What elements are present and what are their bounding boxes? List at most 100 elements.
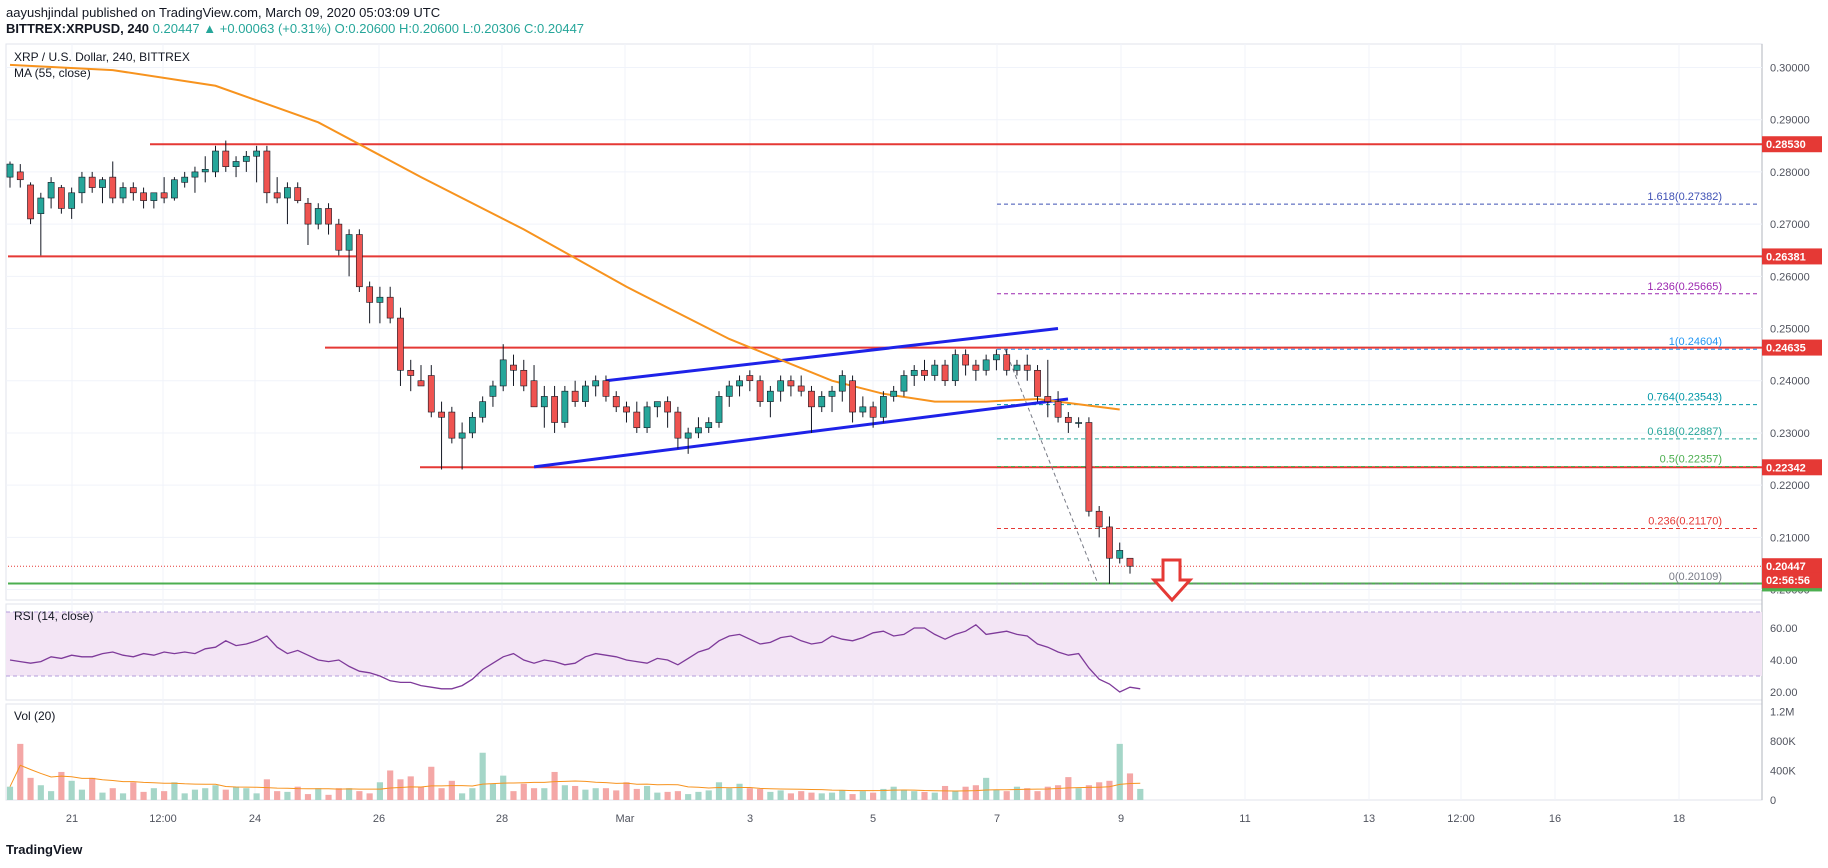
volume-bar (633, 788, 640, 800)
candle (284, 182, 291, 225)
volume-bar (859, 791, 866, 800)
candle-body (941, 364, 949, 382)
ascending-channel (533, 327, 1069, 469)
candle-body (787, 380, 795, 387)
volume-bar (757, 788, 764, 800)
candle-body (828, 390, 836, 397)
candle-body (520, 369, 528, 387)
volume-bar (253, 793, 260, 800)
volume-bar (726, 788, 733, 800)
volume-bar (1003, 791, 1010, 800)
y-tick-label: 0.26000 (1770, 271, 1810, 283)
candle (397, 307, 404, 386)
candle-body (1095, 510, 1103, 528)
fib-label: 0.5(0.22357) (1660, 454, 1722, 466)
candle-body (294, 187, 302, 201)
candle (1013, 359, 1021, 376)
volume-bar (459, 793, 466, 800)
volume-bar (37, 785, 44, 800)
volume-bar (140, 791, 147, 800)
volume-bar (191, 789, 199, 800)
candle-body (859, 406, 867, 413)
candle-body (736, 380, 743, 387)
candle (571, 380, 579, 407)
candle-body (314, 208, 322, 225)
y-axis: 0.200000.210000.220000.230000.240000.250… (6, 62, 1810, 597)
x-tick-label: 13 (1363, 813, 1375, 825)
candle-body (510, 364, 517, 371)
candle (1126, 557, 1134, 574)
tradingview-logo[interactable]: TradingView (6, 842, 82, 857)
candle-body (808, 390, 815, 408)
rsi-tick-label: 60.00 (1770, 623, 1798, 635)
candle (756, 375, 764, 407)
candle (304, 198, 312, 245)
fib-label: 1(0.24604) (1669, 336, 1722, 348)
author-name[interactable]: aayushjindal (6, 5, 79, 20)
candle-body (653, 401, 661, 408)
candle (602, 375, 610, 402)
candle (766, 385, 774, 418)
volume-bar (777, 790, 784, 800)
x-tick-label: 18 (1673, 813, 1685, 825)
volume-bar (222, 789, 229, 800)
volume-bar (839, 790, 846, 800)
chart-header: aayushjindal published on TradingView.co… (0, 0, 1828, 42)
candle (78, 171, 86, 204)
candle (808, 385, 815, 433)
candle (664, 396, 671, 428)
x-tick-label: 24 (249, 813, 261, 825)
y-tick-label: 0.25000 (1770, 324, 1810, 336)
channel-upper-line (605, 327, 1059, 383)
volume-bar (469, 788, 476, 800)
volume-bar (150, 788, 157, 800)
volume-bar (664, 791, 671, 800)
candle (16, 164, 24, 188)
volume-bar (274, 791, 281, 800)
candle-body (962, 354, 969, 366)
candle-body (951, 354, 959, 382)
volume-bar (1085, 785, 1092, 800)
volume-label: Vol (20) (14, 709, 55, 723)
volume-bar (1116, 743, 1123, 800)
candle-body (746, 375, 754, 382)
volume-bar (880, 788, 887, 800)
volume-bar (695, 791, 702, 800)
candle (37, 192, 45, 256)
x-tick-label: 16 (1549, 813, 1561, 825)
candle-body (869, 406, 877, 418)
candle (469, 412, 476, 439)
candle (520, 359, 528, 392)
candle (684, 427, 692, 454)
rsi-tick-label: 40.00 (1770, 655, 1798, 667)
candle (489, 380, 497, 407)
volume-bar (520, 783, 527, 800)
volume-bar (1106, 780, 1113, 800)
volume-bar (1044, 786, 1051, 800)
volume-bar (890, 786, 897, 800)
ma-indicator-label: MA (55, close) (14, 66, 91, 80)
volume-bar (582, 789, 589, 800)
volume-tick-label: 800K (1770, 736, 1796, 748)
candle-body (57, 187, 65, 209)
fib-label: 0.764(0.23543) (1647, 392, 1722, 404)
candle (345, 229, 353, 277)
volume-bar (715, 782, 723, 800)
candle-body (345, 234, 353, 251)
candle (818, 391, 826, 413)
candle (592, 375, 600, 397)
volume-bar (99, 792, 106, 800)
tradingview-brand: TradingView (6, 842, 83, 857)
rsi-tick-label: 20.00 (1770, 687, 1798, 699)
volume-bar (767, 791, 774, 800)
price-label-box (1762, 136, 1822, 153)
candle (1023, 354, 1031, 381)
volume-bar (623, 782, 630, 800)
candle-body (88, 176, 96, 188)
candle-body (458, 432, 466, 439)
candle (427, 365, 435, 418)
volume-bar (1126, 773, 1134, 800)
candle-body (602, 380, 610, 397)
y-tick-label: 0.23000 (1770, 428, 1810, 440)
